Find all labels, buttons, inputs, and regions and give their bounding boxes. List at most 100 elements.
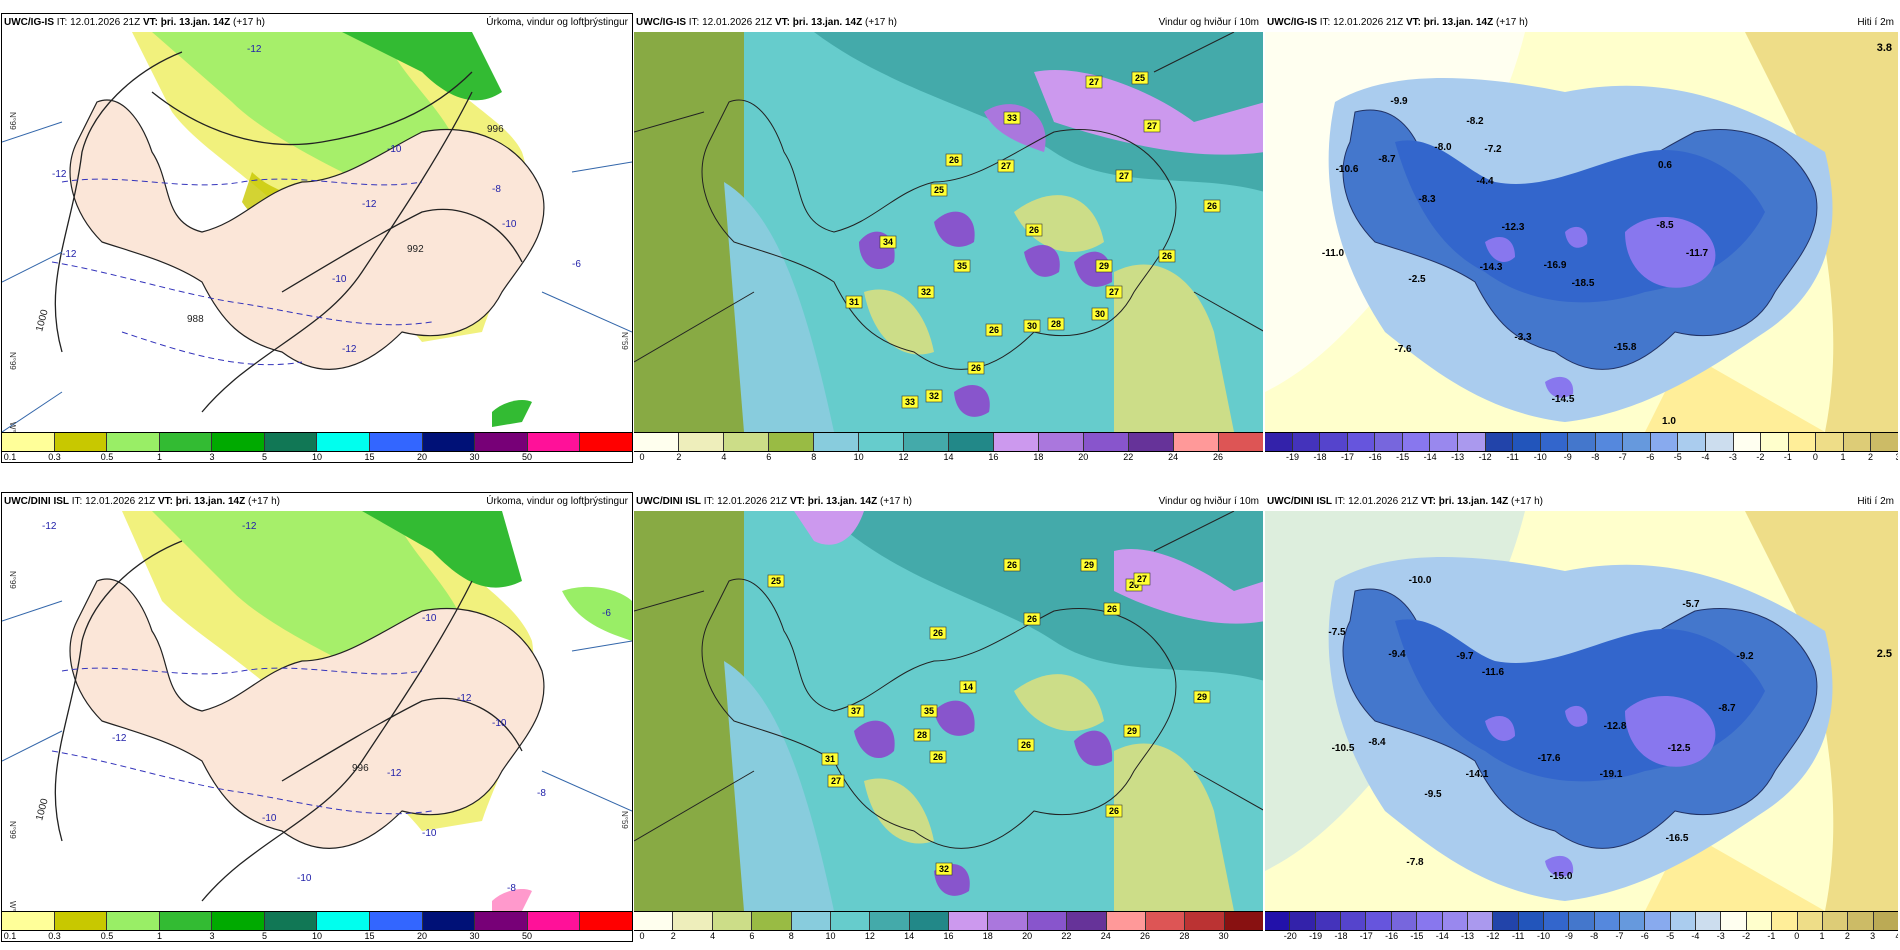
colorbar-tick-label: -5 xyxy=(1666,931,1675,941)
gust-label: 32 xyxy=(929,391,939,401)
colorbar-swatch xyxy=(1430,433,1458,451)
colorbar-tick-label: 5 xyxy=(261,452,268,462)
panel-header: UWC/IG-IS IT: 12.01.2026 21Z VT: þri. 13… xyxy=(634,14,1263,32)
colorbar-tick-label: -18 xyxy=(1313,452,1327,462)
colorbar-tick-label: 4 xyxy=(1895,929,1898,941)
gust-label-box xyxy=(959,680,977,694)
temp-value-label: -5.7 xyxy=(1682,599,1700,610)
colorbar-tick-label: 6 xyxy=(766,452,772,462)
gust-label-box xyxy=(1003,111,1021,125)
valid-time-label: VT: xyxy=(1405,17,1421,28)
temp-value-label: -11.0 xyxy=(1322,248,1345,259)
gust-label: 26 xyxy=(1007,560,1017,570)
map-label: -8 xyxy=(507,883,516,894)
colorbar-swatch xyxy=(1417,912,1443,930)
colorbar-swatch xyxy=(1290,912,1316,930)
temp-value-label: -9.5 xyxy=(1424,789,1442,800)
colorbar-swatch xyxy=(527,433,581,451)
colorbar-tick-label: 1 xyxy=(156,452,163,462)
model-name: UWC/DINI ISL xyxy=(636,496,701,507)
gust-label-box xyxy=(1143,119,1161,133)
temp-value-label: -15.0 xyxy=(1550,871,1573,882)
colorbar-swatch xyxy=(1645,912,1671,930)
colorbar-swatch xyxy=(1067,912,1107,930)
panel-title: Vindur og hviður í 10m xyxy=(1158,17,1259,28)
map-label: -10 xyxy=(502,219,517,230)
temp-value-label: -16.9 xyxy=(1544,260,1567,271)
colorbar-tick-label: 10 xyxy=(853,452,864,462)
colorbar-tick-label: 0.3 xyxy=(48,931,61,941)
panel-header: UWC/DINI ISL IT: 12.01.2026 21Z VT: þri.… xyxy=(634,493,1263,511)
gust-label-box xyxy=(1133,572,1151,586)
init-time: IT: 12.01.2026 21Z xyxy=(56,17,141,28)
colorbar-tick-label: -4 xyxy=(1691,931,1700,941)
gust-label: 35 xyxy=(924,706,934,716)
lead-time: (+17 h) xyxy=(233,17,265,28)
temp-value-label: -10.0 xyxy=(1409,575,1432,586)
isobar-label: 996 xyxy=(352,763,369,774)
temp-value-label: -8.0 xyxy=(1434,142,1452,153)
colorbar-swatch xyxy=(1457,433,1486,451)
gust-label-box xyxy=(827,774,845,788)
gust-label: 37 xyxy=(851,706,861,716)
colorbar-swatch xyxy=(712,912,753,930)
colorbar-swatch xyxy=(1569,912,1595,930)
temp-value-label: -8.2 xyxy=(1466,116,1484,127)
colorbar-tick-label: 10 xyxy=(311,452,323,462)
colorbar-swatch xyxy=(1174,433,1219,451)
colorbar-swatch xyxy=(870,912,910,930)
colorbar-tick-label: -19 xyxy=(1286,452,1300,462)
colorbar-swatch xyxy=(1843,433,1872,451)
temp-value-label: -16.5 xyxy=(1666,833,1689,844)
init-time: IT: 12.01.2026 21Z xyxy=(703,496,788,507)
lead-time: (+17 h) xyxy=(1511,496,1543,507)
lead-time: (+17 h) xyxy=(1496,17,1528,28)
gust-label-box xyxy=(967,361,985,375)
colorbar-swatch xyxy=(1106,912,1146,930)
colorbar-swatch xyxy=(904,433,949,451)
map-label: -10 xyxy=(297,873,312,884)
colorbar-swatch xyxy=(1678,433,1706,451)
gust-label-box xyxy=(1131,71,1149,85)
map-label: -10 xyxy=(422,828,437,839)
colorbar-tick-label: 0.5 xyxy=(100,452,114,462)
colorbar-swatch xyxy=(791,912,831,930)
gust-label-box xyxy=(1105,285,1123,299)
colorbar-swatch xyxy=(1341,912,1367,930)
isobar-label: 988 xyxy=(187,314,204,325)
gust-label: 31 xyxy=(825,754,835,764)
temp-panel-dini: UWC/DINI ISL IT: 12.01.2026 21Z VT: þri.… xyxy=(1264,492,1899,942)
colorbar-swatch xyxy=(814,433,859,451)
colorbar-tick-label: 30 xyxy=(469,452,480,462)
map-label: -10 xyxy=(332,274,347,285)
lead-time: (+17 h) xyxy=(865,17,897,28)
colorbar-swatch xyxy=(679,433,724,451)
colorbar-tick-label: -18 xyxy=(1334,931,1348,941)
temp-value-label: -8.3 xyxy=(1418,194,1436,205)
colorbar-swatch xyxy=(1320,433,1348,451)
map-label: -12 xyxy=(52,169,67,180)
colorbar-swatch xyxy=(2,433,55,451)
map-label: -12 xyxy=(342,344,357,355)
gust-label: 26 xyxy=(1021,740,1031,750)
temp-colorbar xyxy=(1265,911,1898,931)
colorbar-tick-label: 12 xyxy=(898,452,909,462)
gust-label: 26 xyxy=(1029,225,1039,235)
temp-value-label: -8.5 xyxy=(1656,220,1674,231)
colorbar-tick-label: 30 xyxy=(469,931,480,941)
gust-label: 28 xyxy=(1051,319,1061,329)
colorbar-tick-label: 14 xyxy=(943,452,954,462)
colorbar-swatch xyxy=(949,912,989,930)
map-label: -10 xyxy=(262,813,277,824)
valid-time-label: VT: xyxy=(157,496,173,507)
valid-time: þri. 13.jan. 14Z xyxy=(807,496,878,507)
colorbar-tick-label: -2 xyxy=(1742,931,1751,941)
colorbar-tick-label: 26 xyxy=(1140,931,1151,941)
isobar-label: 992 xyxy=(407,244,424,255)
colorbar-swatch xyxy=(1650,433,1679,451)
colorbar-swatch xyxy=(264,433,318,451)
model-name: UWC/DINI ISL xyxy=(1267,496,1332,507)
panel-header: UWC/IG-IS IT: 12.01.2026 21Z VT: þri. 13… xyxy=(2,14,632,32)
corner-max-value: 2.5 xyxy=(1876,648,1892,660)
temp-value-label: -7.5 xyxy=(1328,627,1346,638)
